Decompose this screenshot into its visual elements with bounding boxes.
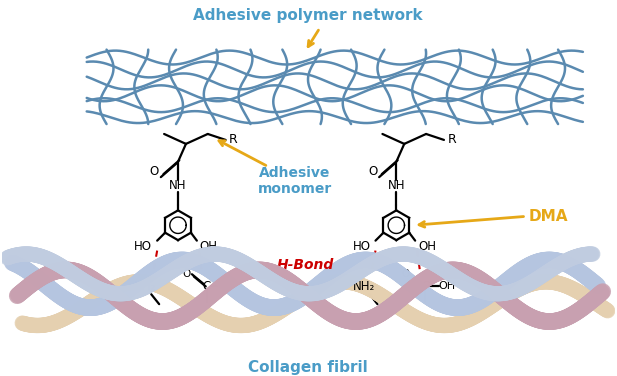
Text: R: R xyxy=(229,133,238,146)
Text: Adhesive polymer network: Adhesive polymer network xyxy=(193,8,423,23)
Text: OH: OH xyxy=(220,281,237,291)
Text: OH: OH xyxy=(200,240,218,253)
Text: OH: OH xyxy=(418,240,436,253)
Text: C: C xyxy=(202,280,211,293)
Text: DMA: DMA xyxy=(528,209,568,224)
Text: C: C xyxy=(421,280,429,293)
Text: OH: OH xyxy=(438,281,455,291)
Text: NH₂: NH₂ xyxy=(134,280,156,293)
Text: NH: NH xyxy=(387,179,405,192)
Text: O: O xyxy=(368,165,377,178)
Text: HO: HO xyxy=(352,240,371,253)
Text: R: R xyxy=(447,133,456,146)
Text: Adhesive
monomer: Adhesive monomer xyxy=(258,165,332,196)
Text: Collagen fibril: Collagen fibril xyxy=(248,360,368,374)
Text: O: O xyxy=(401,269,409,279)
Text: HO: HO xyxy=(135,240,152,253)
Text: O: O xyxy=(183,269,191,279)
Text: NH₂: NH₂ xyxy=(352,280,375,293)
Text: NH: NH xyxy=(169,179,187,192)
Text: O: O xyxy=(149,165,159,178)
Text: H-Bond: H-Bond xyxy=(276,258,334,272)
